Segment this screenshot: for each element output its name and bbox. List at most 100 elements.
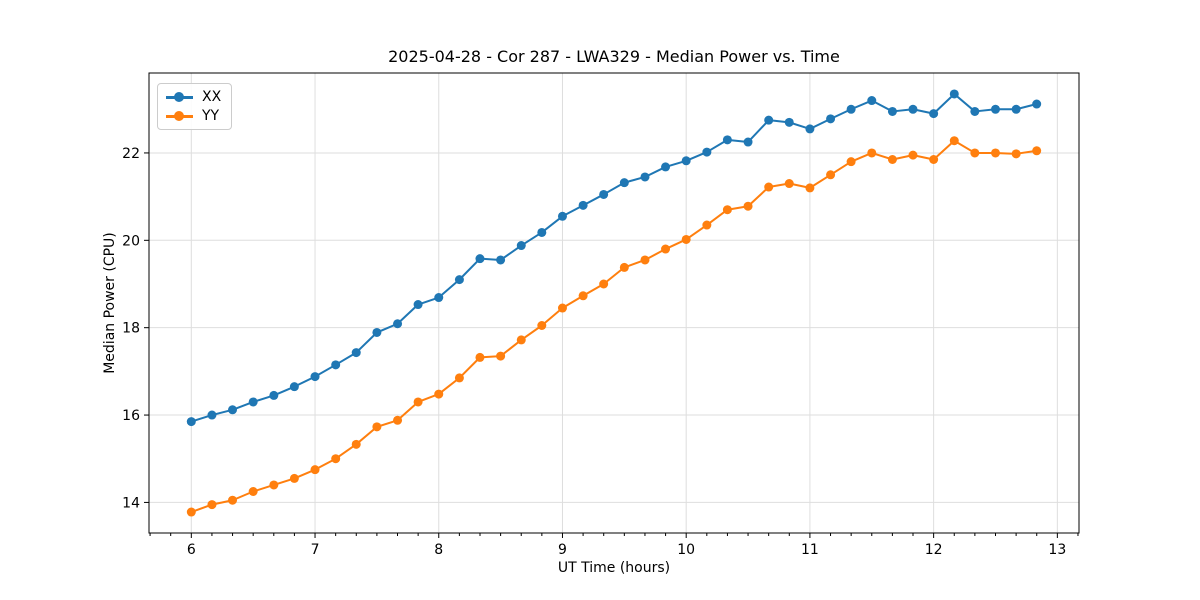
y-tick-label: 16 [122, 408, 140, 424]
data-point [764, 182, 774, 192]
y-axis-label: Median Power (CPU) [102, 232, 118, 374]
data-point [413, 300, 423, 310]
data-point [496, 255, 506, 265]
data-point [557, 211, 567, 221]
y-tick-label: 22 [122, 146, 140, 162]
data-point [764, 115, 774, 125]
data-point [269, 390, 279, 400]
data-point [949, 136, 959, 146]
legend-item-yy: YY [166, 109, 221, 123]
legend-item-xx: XX [166, 90, 221, 104]
data-point [784, 179, 794, 189]
axis-ticks [144, 152, 1079, 538]
data-point [846, 104, 856, 114]
data-point [207, 500, 217, 510]
data-point [228, 405, 238, 415]
data-point [496, 351, 506, 361]
data-point [867, 96, 877, 106]
data-point [578, 200, 588, 210]
x-tick-label: 10 [677, 542, 695, 558]
data-point [661, 244, 671, 254]
data-point [640, 255, 650, 265]
x-tick-label: 7 [311, 542, 320, 558]
data-point [619, 262, 629, 272]
data-point [743, 137, 753, 147]
data-point [805, 124, 815, 134]
data-point [248, 397, 258, 407]
legend-marker-yy [166, 111, 193, 121]
data-point [475, 254, 485, 264]
data-point [722, 135, 732, 145]
data-point [867, 148, 877, 158]
data-point [599, 279, 609, 289]
data-point [393, 415, 403, 425]
chart-title: 2025-04-28 - Cor 287 - LWA329 - Median P… [388, 47, 840, 66]
data-point [269, 480, 279, 490]
data-point [537, 227, 547, 237]
series-xx [186, 89, 1042, 427]
data-point [970, 148, 980, 158]
data-point [557, 303, 567, 313]
data-point [186, 507, 196, 517]
data-point [929, 109, 939, 119]
data-point [393, 319, 403, 329]
data-point [784, 117, 794, 127]
data-point [1011, 104, 1021, 114]
data-point [228, 495, 238, 505]
data-point [248, 486, 258, 496]
data-point [351, 439, 361, 449]
data-point [702, 147, 712, 157]
series-line-xx [191, 92, 1037, 423]
data-point [289, 382, 299, 392]
data-point [434, 293, 444, 303]
data-point [743, 201, 753, 211]
data-point [805, 183, 815, 193]
data-point [331, 360, 341, 370]
series-line-yy [190, 139, 1037, 513]
data-point [908, 150, 918, 160]
data-point [186, 417, 196, 427]
data-point [640, 172, 650, 182]
data-point [949, 89, 959, 99]
data-point [702, 220, 712, 230]
data-point [578, 291, 588, 301]
y-tick-label: 14 [122, 495, 140, 511]
data-point [619, 178, 629, 188]
data-point [516, 241, 526, 251]
x-axis-label: UT Time (hours) [557, 560, 671, 576]
legend: XX YY [157, 83, 233, 130]
data-point [537, 320, 547, 330]
y-tick-label: 18 [122, 321, 140, 337]
y-tick-label: 20 [122, 233, 140, 249]
data-point [475, 352, 485, 362]
tick-labels: 6 7 8 9 10 11 12 13 14 16 18 20 22 [122, 146, 1066, 558]
data-point [970, 106, 980, 116]
data-point [331, 454, 341, 464]
legend-label-xx: XX [202, 89, 222, 105]
plot-border [148, 72, 1080, 534]
data-point [207, 410, 217, 420]
data-point [990, 104, 1000, 114]
data-point [990, 148, 1000, 158]
data-point [599, 189, 609, 199]
x-tick-label: 6 [187, 542, 196, 558]
data-point [826, 114, 836, 124]
data-point [1032, 146, 1042, 156]
data-point [351, 348, 361, 358]
data-point [454, 275, 464, 285]
data-point [310, 465, 320, 475]
data-point [1032, 99, 1042, 109]
data-point [661, 162, 671, 172]
data-point [372, 327, 382, 337]
legend-label-yy: YY [202, 108, 220, 124]
data-point [887, 106, 897, 116]
data-point [826, 170, 836, 180]
data-point [681, 234, 691, 244]
series-yy [186, 136, 1042, 517]
data-point [887, 154, 897, 164]
data-point [846, 157, 856, 167]
data-point [929, 154, 939, 164]
x-tick-label: 12 [925, 542, 943, 558]
